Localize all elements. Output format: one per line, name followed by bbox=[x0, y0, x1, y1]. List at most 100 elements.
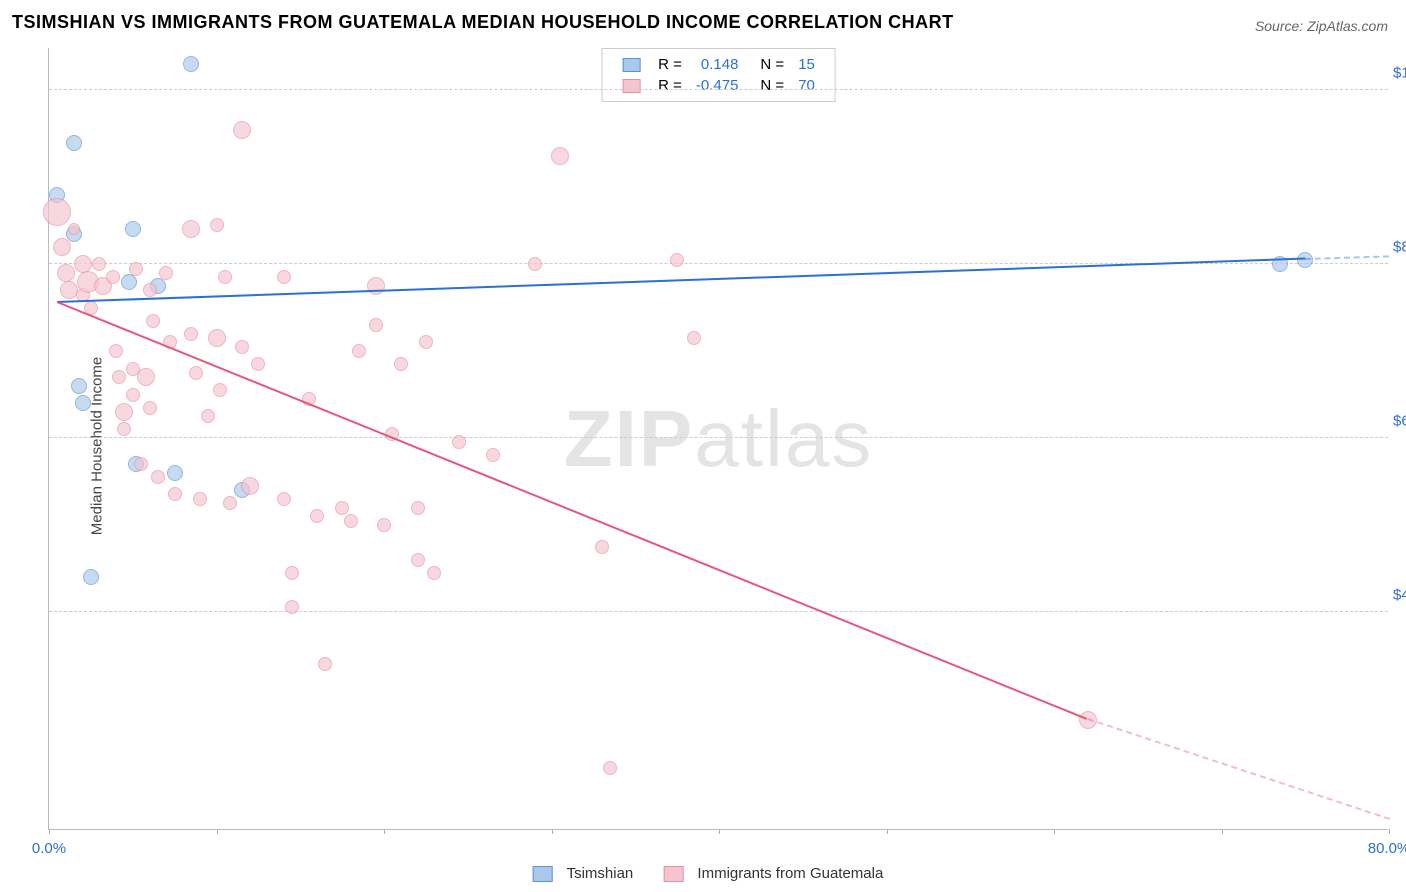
data-point bbox=[528, 257, 542, 271]
data-point bbox=[126, 388, 140, 402]
source-label: Source: ZipAtlas.com bbox=[1255, 18, 1388, 34]
data-point bbox=[285, 600, 299, 614]
x-tick bbox=[1054, 829, 1055, 834]
data-point bbox=[452, 435, 466, 449]
data-point bbox=[241, 477, 259, 495]
data-point bbox=[277, 492, 291, 506]
data-point bbox=[419, 335, 433, 349]
data-point bbox=[83, 569, 99, 585]
data-point bbox=[411, 501, 425, 515]
gridline bbox=[49, 89, 1388, 90]
legend-stats: R =0.148N =15 R =-0.475N =70 bbox=[601, 48, 836, 102]
data-point bbox=[687, 331, 701, 345]
data-point bbox=[377, 518, 391, 532]
y-tick-label: $40,000 bbox=[1393, 586, 1406, 603]
data-point bbox=[394, 357, 408, 371]
data-point bbox=[670, 253, 684, 267]
scatter-chart: ZIPatlas R =0.148N =15R =-0.475N =70 $40… bbox=[48, 48, 1388, 830]
data-point bbox=[151, 470, 165, 484]
legend-stats-row: R =-0.475N =70 bbox=[616, 76, 821, 95]
data-point bbox=[71, 378, 87, 394]
data-point bbox=[137, 368, 155, 386]
data-point bbox=[310, 509, 324, 523]
data-point bbox=[125, 221, 141, 237]
data-point bbox=[143, 401, 157, 415]
data-point bbox=[159, 266, 173, 280]
data-point bbox=[318, 657, 332, 671]
data-point bbox=[335, 501, 349, 515]
data-point bbox=[57, 264, 75, 282]
data-point bbox=[193, 492, 207, 506]
gridline bbox=[49, 611, 1388, 612]
y-tick-label: $100,000 bbox=[1393, 65, 1406, 82]
data-point bbox=[53, 238, 71, 256]
data-point bbox=[109, 344, 123, 358]
y-tick-label: $80,000 bbox=[1393, 239, 1406, 256]
x-tick bbox=[1222, 829, 1223, 834]
data-point bbox=[106, 270, 120, 284]
x-tick bbox=[384, 829, 385, 834]
data-point bbox=[427, 566, 441, 580]
data-point bbox=[143, 283, 157, 297]
data-point bbox=[218, 270, 232, 284]
x-tick bbox=[887, 829, 888, 834]
data-point bbox=[603, 761, 617, 775]
watermark: ZIPatlas bbox=[564, 393, 873, 485]
data-point bbox=[112, 370, 126, 384]
trend-line bbox=[1087, 718, 1389, 820]
data-point bbox=[189, 366, 203, 380]
data-point bbox=[595, 540, 609, 554]
data-point bbox=[233, 121, 251, 139]
legend-swatch bbox=[533, 866, 553, 882]
data-point bbox=[184, 327, 198, 341]
data-point bbox=[146, 314, 160, 328]
legend-series: Tsimshian Immigrants from Guatemala bbox=[513, 865, 894, 882]
data-point bbox=[285, 566, 299, 580]
data-point bbox=[486, 448, 500, 462]
data-point bbox=[75, 395, 91, 411]
data-point bbox=[277, 270, 291, 284]
gridline bbox=[49, 437, 1388, 438]
x-tick bbox=[719, 829, 720, 834]
data-point bbox=[43, 198, 71, 226]
trend-line bbox=[1305, 255, 1389, 260]
data-point bbox=[201, 409, 215, 423]
data-point bbox=[167, 465, 183, 481]
data-point bbox=[129, 262, 143, 276]
legend-item: Immigrants from Guatemala bbox=[653, 865, 883, 882]
y-tick-label: $60,000 bbox=[1393, 413, 1406, 430]
data-point bbox=[115, 403, 133, 421]
data-point bbox=[92, 257, 106, 271]
legend-item: Tsimshian bbox=[523, 865, 634, 882]
data-point bbox=[117, 422, 131, 436]
legend-swatch bbox=[663, 866, 683, 882]
x-tick bbox=[217, 829, 218, 834]
data-point bbox=[367, 277, 385, 295]
data-point bbox=[352, 344, 366, 358]
data-point bbox=[369, 318, 383, 332]
x-tick bbox=[49, 829, 50, 834]
x-tick bbox=[552, 829, 553, 834]
data-point bbox=[235, 340, 249, 354]
data-point bbox=[251, 357, 265, 371]
data-point bbox=[182, 220, 200, 238]
trend-line bbox=[57, 301, 1088, 720]
data-point bbox=[213, 383, 227, 397]
data-point bbox=[168, 487, 182, 501]
chart-title: TSIMSHIAN VS IMMIGRANTS FROM GUATEMALA M… bbox=[12, 12, 954, 33]
data-point bbox=[66, 135, 82, 151]
data-point bbox=[411, 553, 425, 567]
data-point bbox=[210, 218, 224, 232]
data-point bbox=[208, 329, 226, 347]
x-tick-label: 80.0% bbox=[1368, 840, 1406, 857]
legend-stats-row: R =0.148N =15 bbox=[616, 55, 821, 74]
data-point bbox=[68, 223, 80, 235]
data-point bbox=[134, 457, 148, 471]
x-tick bbox=[1389, 829, 1390, 834]
data-point bbox=[223, 496, 237, 510]
x-tick-label: 0.0% bbox=[32, 840, 66, 857]
data-point bbox=[121, 274, 137, 290]
data-point bbox=[551, 147, 569, 165]
data-point bbox=[183, 56, 199, 72]
data-point bbox=[344, 514, 358, 528]
